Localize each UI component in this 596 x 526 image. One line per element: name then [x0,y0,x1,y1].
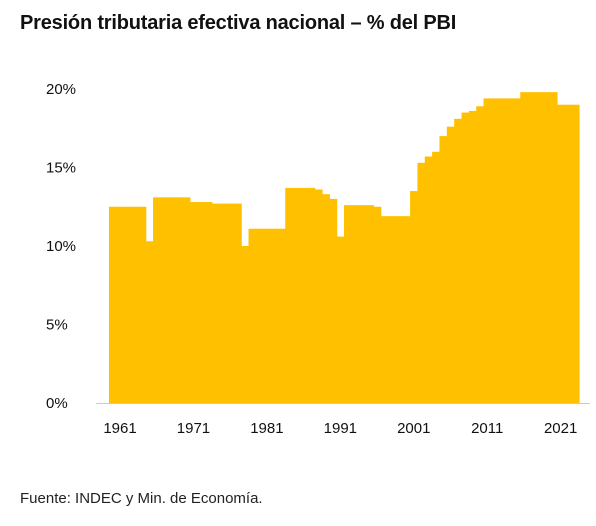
bar-1975 [219,203,228,403]
bar-2000 [402,216,411,403]
bar-1978 [241,246,250,403]
bar-1964 [138,206,147,403]
bar-1966 [153,197,161,403]
bar-2010 [476,106,485,403]
bar-1977 [233,203,242,403]
x-tick-label: 2011 [471,420,503,437]
bar-2012 [490,98,499,404]
y-tick-label: 5% [46,317,68,334]
bar-2006 [446,126,455,404]
bar-1986 [299,187,308,403]
y-axis-ticks: 0% 5% 10% 15% 20% [46,81,76,412]
chart-area: 0% 5% 10% 15% 20% 1961 1971 1981 1991 2001 2011 20… [46,81,590,437]
x-tick-label: 1981 [250,420,283,437]
bar-1998 [388,216,396,403]
bar-1996 [373,206,382,403]
bar-2019 [542,92,551,403]
bar-2014 [505,98,514,404]
bar-2013 [498,98,507,404]
bar-1985 [292,187,301,403]
bar-2001 [410,191,419,403]
bar-1972 [197,202,206,403]
bar-1970 [182,197,191,403]
bar-2004 [432,151,441,403]
bar-1997 [380,216,389,403]
bar-1988 [314,189,323,403]
bar-2017 [527,92,536,403]
bar-1982 [270,228,279,403]
bar-1971 [189,202,198,403]
bar-1993 [351,205,360,403]
bar-1987 [307,187,316,403]
bar-1965 [145,241,154,403]
bar-1999 [395,216,404,403]
bar-2021 [556,104,565,403]
source-note: Fuente: INDEC y Min. de Economía. [20,490,263,507]
bar-2020 [549,92,558,403]
bar-1973 [204,202,213,403]
bar-1991 [336,236,345,403]
y-tick-label: 20% [46,81,76,98]
bar-1984 [285,187,294,403]
bar-2003 [424,156,433,403]
chart-title: Presión tributaria efectiva nacional – %… [20,12,457,34]
y-tick-label: 15% [46,160,76,177]
bar-1995 [366,205,374,403]
bar-1968 [167,197,176,403]
bar-1992 [344,205,352,403]
bar-1962 [123,206,132,403]
x-tick-label: 1961 [103,420,136,437]
bar-1960 [109,206,117,403]
bar-2023 [571,104,580,403]
y-tick-label: 10% [46,238,76,255]
bar-2002 [417,162,426,403]
bar-1976 [226,203,235,403]
bar-1994 [358,205,367,403]
bar-1967 [160,197,169,403]
bar-1983 [277,228,286,403]
bar-2007 [454,118,463,403]
bar-1990 [329,198,338,403]
bar-1974 [211,203,220,403]
bar-2015 [512,98,521,404]
bar-1963 [131,206,139,403]
bar-2016 [520,92,529,403]
bar-1989 [321,194,330,403]
x-axis-ticks: 1961 1971 1981 1991 2001 2011 2021 [103,420,577,437]
bar-2008 [461,112,470,404]
bar-1979 [248,228,257,403]
x-tick-label: 1991 [324,420,357,437]
x-tick-label: 2001 [397,420,430,437]
bar-2005 [439,136,448,403]
bars-group [109,92,580,404]
bar-1981 [263,228,272,403]
bar-1980 [255,228,264,403]
x-tick-label: 1971 [177,420,210,437]
bar-2018 [534,92,543,403]
bar-2009 [468,110,477,404]
bar-1969 [175,197,184,403]
bar-2011 [483,98,492,404]
bar-1961 [116,206,125,403]
y-tick-label: 0% [46,395,68,412]
bar-2022 [564,104,573,403]
x-tick-label: 2021 [544,420,577,437]
